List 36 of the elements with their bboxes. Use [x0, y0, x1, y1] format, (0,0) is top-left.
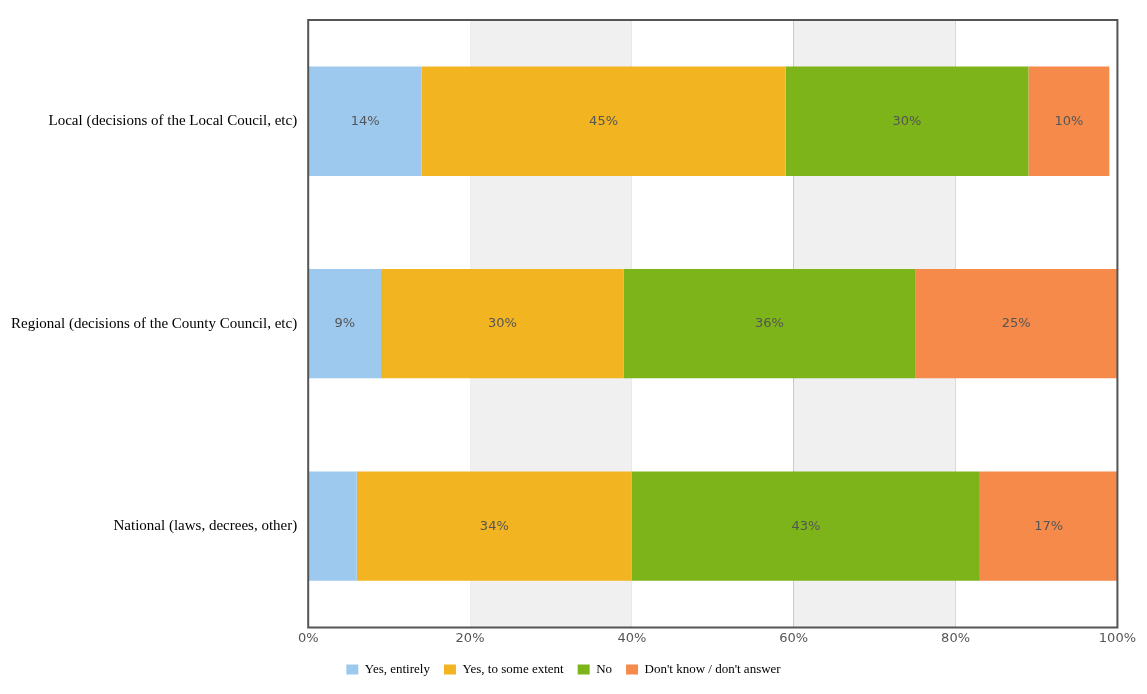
bar [915, 269, 1118, 379]
bar [356, 471, 632, 581]
legend-label: Yes, to some extent [462, 660, 565, 676]
bar [308, 471, 357, 581]
data-label: 30% [892, 112, 922, 128]
x-tick-label: 80% [941, 629, 971, 645]
data-label: 36% [755, 315, 784, 331]
x-tick-label: 40% [617, 629, 647, 645]
data-label: 25% [1001, 315, 1031, 331]
y-tick-label: Regional (decisions of the County Council, etc) [10, 314, 298, 332]
x-tick-label: 0% [297, 629, 319, 645]
bar [1028, 66, 1110, 176]
bar [308, 269, 382, 379]
data-label: 17% [1034, 517, 1064, 533]
bar [308, 66, 422, 176]
x-tick-label: 100% [1098, 629, 1136, 645]
data-label: 9% [334, 315, 356, 331]
bar [631, 471, 980, 581]
data-label: 43% [791, 517, 821, 533]
data-label: 34% [479, 517, 509, 533]
bar [979, 471, 1118, 581]
legend-label: Don't know / don't answer [644, 660, 782, 676]
data-label: 14% [350, 112, 380, 128]
legend-label: Yes, entirely [364, 660, 431, 676]
x-tick-label: 20% [455, 629, 485, 645]
legend-label: No [596, 660, 613, 676]
x-tick-label: 60% [779, 629, 809, 645]
bar [785, 66, 1029, 176]
y-tick-label: Local (decisions of the Local Coucil, etc) [48, 112, 298, 130]
bar [381, 269, 624, 379]
y-tick-label: National (laws, decrees, other) [113, 517, 298, 535]
bar [623, 269, 916, 379]
data-label: 45% [589, 112, 619, 128]
bar [421, 66, 786, 176]
data-label: 30% [487, 315, 517, 331]
data-label: 10% [1054, 112, 1084, 128]
